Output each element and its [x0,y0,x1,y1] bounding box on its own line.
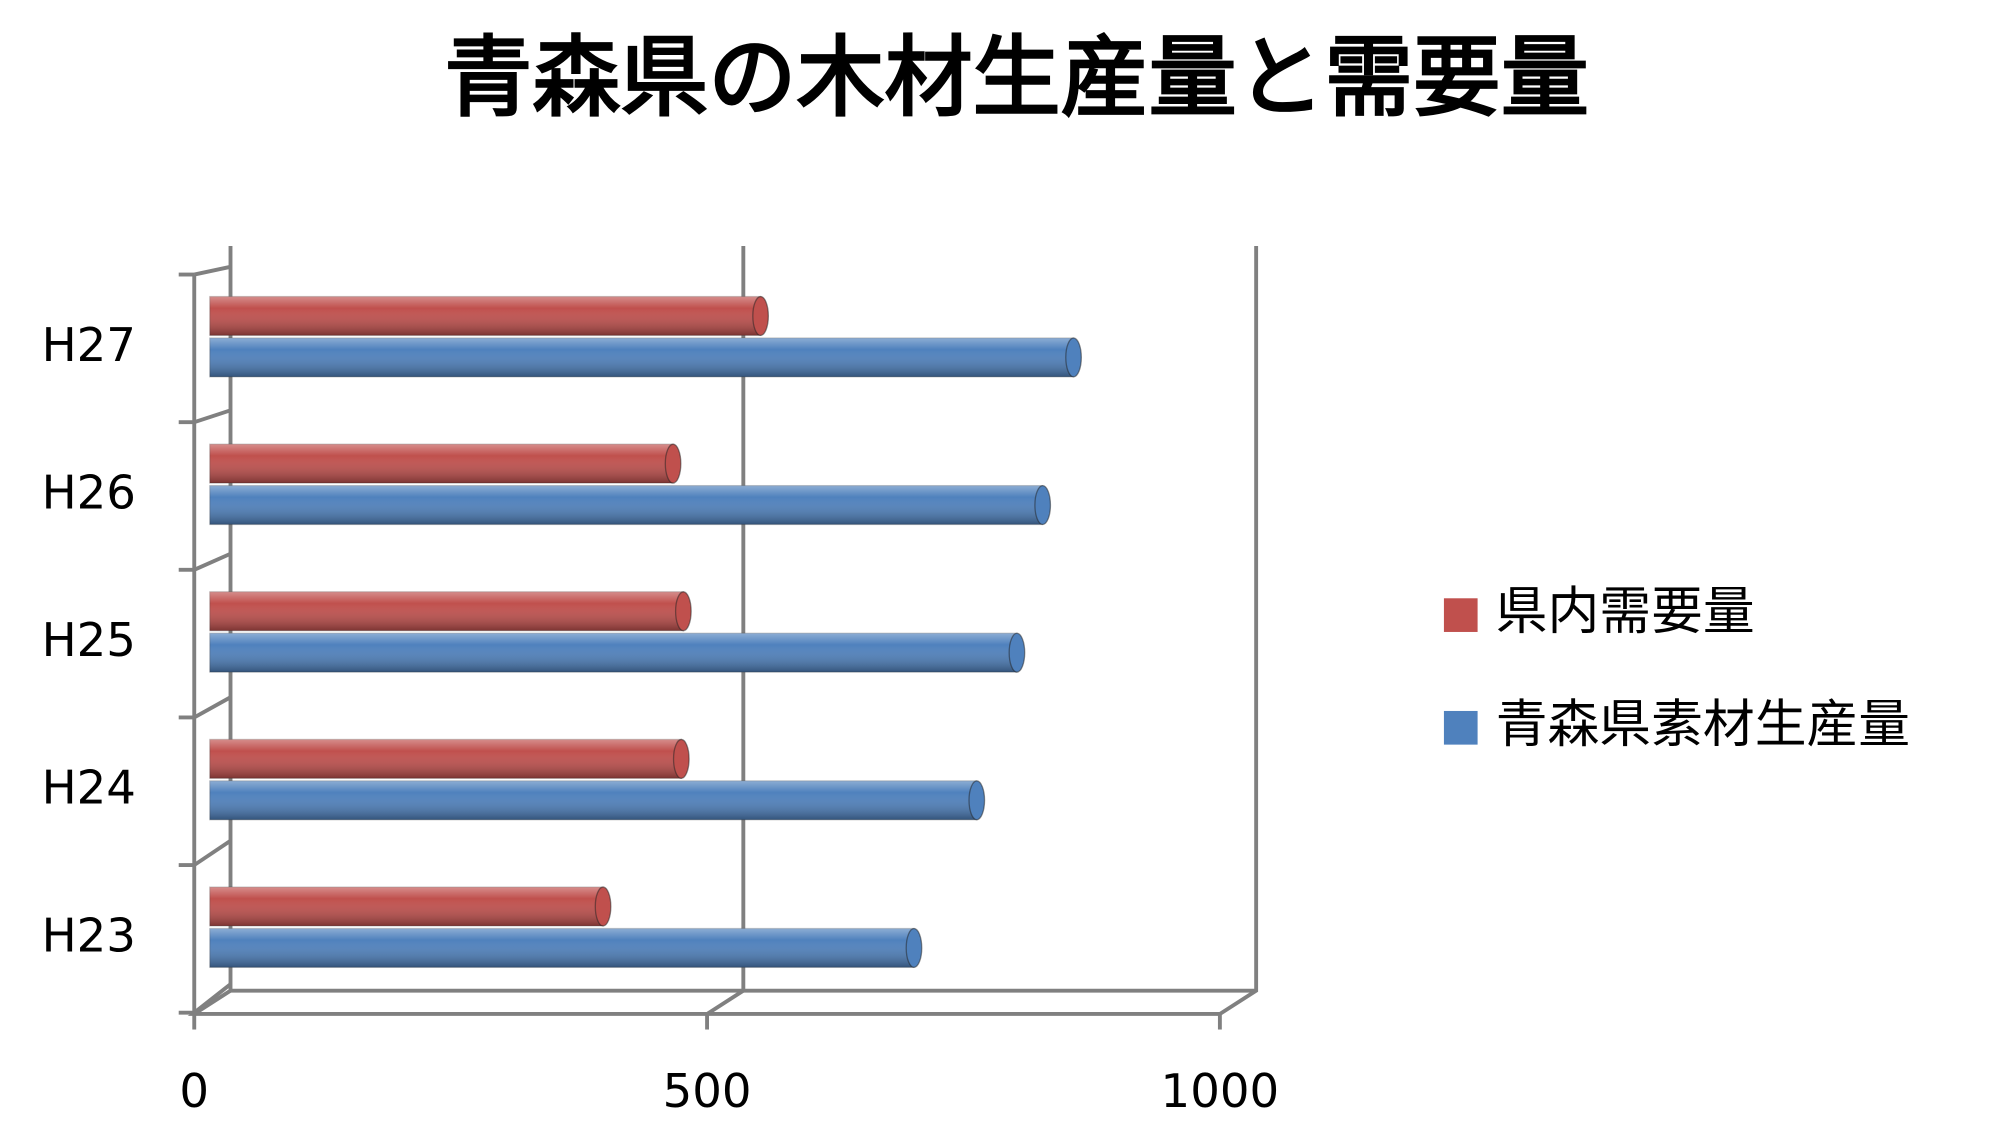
legend-label: 青森県素材生産量 [1496,695,1910,755]
bar [209,780,986,821]
x-tick-label: 500 [663,1064,752,1118]
y-tick-label: H26 [42,465,136,519]
bar [209,484,1052,526]
y-tick-label: H27 [42,318,136,372]
chart-title: 青森県の木材生産量と需要量 [444,26,1589,129]
x-tick-label: 0 [179,1064,209,1118]
bar [209,295,770,337]
legend-label: 県内需要量 [1496,582,1755,642]
y-tick-depth [193,264,231,277]
bar [209,443,682,484]
legend-swatch [1443,598,1478,632]
bar [209,886,612,927]
y-tick-label: H25 [42,613,136,667]
bar [209,337,1082,378]
y-tick-label: H24 [42,761,136,815]
y-tick-depth [193,982,232,1015]
bar [209,591,692,632]
bar [209,738,690,779]
legend-swatch [1443,710,1478,745]
y-tick-depth [193,695,232,720]
x-tick-label: 1000 [1161,1064,1280,1118]
y-tick-depth [193,551,232,572]
bar [209,927,923,969]
y-tick-label: H23 [42,908,136,962]
bar [209,632,1026,673]
y-tick-depth [193,408,232,425]
y-tick-depth [193,839,232,867]
